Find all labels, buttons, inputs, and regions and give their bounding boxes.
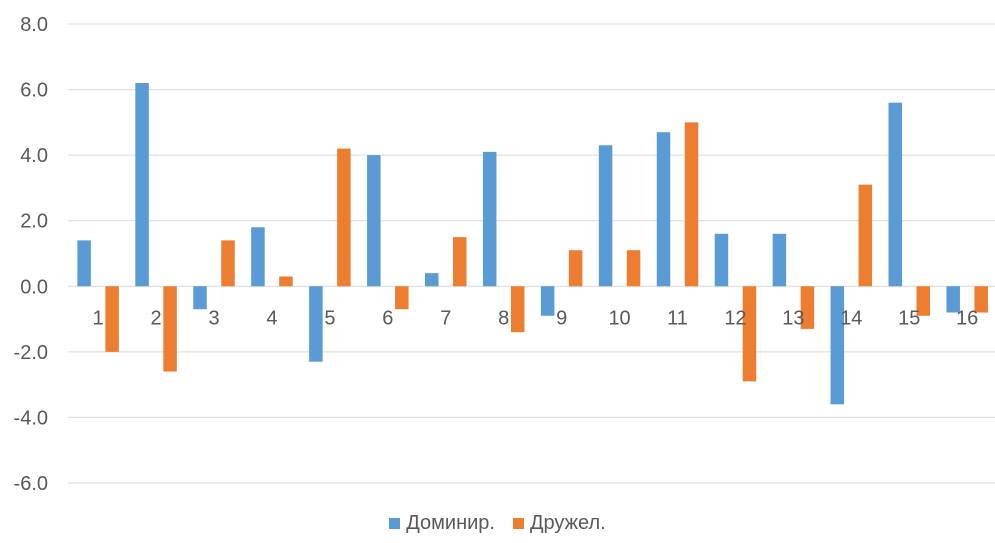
bar-series-1 bbox=[598, 145, 613, 287]
legend-item-series-1: Доминир. bbox=[389, 512, 495, 535]
x-tick-label: 7 bbox=[440, 307, 451, 329]
bar-series-2 bbox=[974, 286, 988, 313]
bar-series-1 bbox=[135, 83, 149, 287]
x-tick-label: 9 bbox=[556, 307, 567, 329]
x-tick-label: 6 bbox=[382, 307, 393, 329]
y-tick-label: 8.0 bbox=[20, 14, 48, 36]
legend-item-series-2: Дружел. bbox=[512, 512, 606, 535]
bar-series-1 bbox=[309, 286, 323, 362]
bar-series-2 bbox=[105, 286, 119, 352]
legend-label-series-2: Дружел. bbox=[529, 512, 606, 534]
bar-series-2 bbox=[568, 250, 583, 287]
x-tick-label: 16 bbox=[956, 307, 978, 329]
y-tick-label: -2.0 bbox=[14, 342, 48, 364]
bar-series-2 bbox=[395, 286, 409, 310]
x-tick-label: 5 bbox=[324, 307, 335, 329]
legend: Доминир. Дружел. bbox=[0, 512, 995, 535]
bar-series-2 bbox=[221, 240, 235, 287]
legend-swatch-series-1 bbox=[389, 518, 401, 529]
y-tick-label: 0.0 bbox=[20, 276, 48, 298]
bar-series-1 bbox=[714, 233, 729, 287]
bar-series-1 bbox=[888, 102, 903, 287]
x-tick-label: 15 bbox=[898, 307, 920, 329]
bar-series-1 bbox=[251, 227, 265, 287]
bar-series-2 bbox=[684, 122, 699, 287]
bar-series-1 bbox=[946, 286, 960, 313]
x-tick-label: 10 bbox=[608, 307, 630, 329]
y-tick-label: 6.0 bbox=[20, 80, 48, 102]
y-tick-label: -4.0 bbox=[14, 407, 48, 429]
bar-series-2 bbox=[800, 286, 815, 329]
bar-series-1 bbox=[367, 155, 381, 287]
y-tick-label: 2.0 bbox=[20, 211, 48, 233]
bar-series-2 bbox=[742, 286, 757, 382]
bar-series-1 bbox=[77, 240, 91, 287]
x-tick-label: 2 bbox=[151, 307, 162, 329]
bar-series-1 bbox=[830, 286, 845, 405]
y-tick-label: 4.0 bbox=[20, 145, 48, 167]
x-tick-label: 13 bbox=[782, 307, 804, 329]
bar-series-2 bbox=[453, 237, 467, 287]
bar-series-2 bbox=[626, 250, 641, 287]
bar-series-1 bbox=[656, 132, 671, 287]
legend-swatch-series-2 bbox=[512, 518, 524, 529]
x-tick-label: 11 bbox=[667, 307, 688, 329]
bar-series-1 bbox=[193, 286, 207, 310]
bar-series-2 bbox=[163, 286, 177, 372]
bar-chart-svg: -6.0-4.0-2.00.02.04.06.08.01 2 3 4 5 6 7 8 9 10 11… bbox=[14, 14, 995, 495]
x-tick-label: 1 bbox=[93, 307, 104, 329]
bar-series-2 bbox=[337, 148, 351, 287]
bar-series-2 bbox=[858, 184, 873, 287]
bar-series-2 bbox=[916, 286, 931, 316]
y-tick-label: -6.0 bbox=[14, 473, 48, 495]
legend-label-series-1: Доминир. bbox=[406, 512, 495, 534]
bar-series-1 bbox=[425, 273, 439, 287]
bar-series-1 bbox=[482, 151, 497, 287]
x-tick-label: 8 bbox=[498, 307, 509, 329]
bar-series-1 bbox=[540, 286, 555, 316]
x-tick-label: 14 bbox=[840, 307, 862, 329]
bar-series-2 bbox=[279, 276, 293, 287]
bar-series-2 bbox=[510, 286, 525, 333]
x-tick-label: 3 bbox=[208, 307, 219, 329]
x-tick-label: 12 bbox=[724, 307, 746, 329]
bar-series-1 bbox=[772, 233, 787, 287]
x-tick-label: 4 bbox=[266, 307, 277, 329]
